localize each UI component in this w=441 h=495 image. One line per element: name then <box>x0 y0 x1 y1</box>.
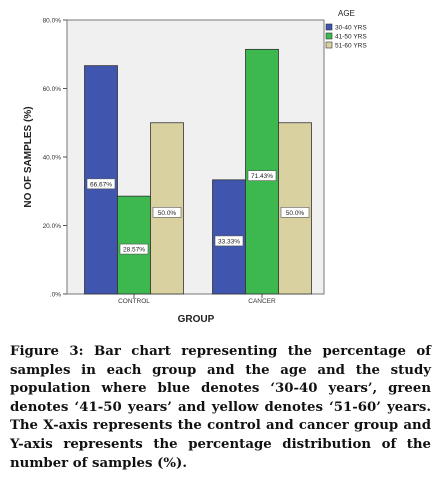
data-label: 66.67% <box>90 181 112 188</box>
data-label-box <box>119 243 149 255</box>
x-tick-label: CONTROL <box>118 298 150 305</box>
data-label: 28.57% <box>123 247 145 254</box>
data-label: 50.0% <box>158 210 177 217</box>
y-tick-label: 20.0% <box>43 223 62 230</box>
y-axis: .0% 20.0% 40.0% 60.0% 80.0% <box>43 18 67 299</box>
legend-swatch <box>325 32 333 40</box>
bars-group: 66.67% 28.57% 50.0% 33.33% 71.43% 50.0% <box>84 48 312 295</box>
data-label: 71.43% <box>251 173 273 180</box>
data-label-box <box>280 207 310 218</box>
x-axis: CONTROL CANCER <box>118 294 276 305</box>
y-tick-label: 40.0% <box>43 155 62 162</box>
data-label: 33.33% <box>218 238 240 245</box>
y-tick-label: .0% <box>50 292 61 299</box>
y-tick-label: 60.0% <box>43 86 62 93</box>
legend-label: 51-60 YRS <box>335 43 367 50</box>
y-axis-title: NO OF SAMPLES (%) <box>23 106 34 207</box>
legend-label: 30-40 YRS <box>335 25 367 32</box>
caption-label: Figure 3: <box>10 344 84 359</box>
x-tick-label: CANCER <box>248 298 276 305</box>
caption-text: Bar chart representing the percentage of… <box>10 344 431 471</box>
figure-caption: Figure 3: Bar chart representing the per… <box>10 343 431 473</box>
legend: AGE 30-40 YRS 41-50 YRS 51-60 YRS <box>325 9 367 50</box>
data-label-box <box>86 178 116 190</box>
bar-chart: 66.67% 28.57% 50.0% 33.33% 71.43% 50.0% .0% 20… <box>23 9 367 325</box>
y-tick-label: 80.0% <box>43 18 62 25</box>
x-axis-title: GROUP <box>178 314 215 325</box>
legend-label: 41-50 YRS <box>335 34 367 41</box>
data-label-box <box>214 235 244 247</box>
data-label-box <box>152 207 182 218</box>
legend-title: AGE <box>338 9 355 18</box>
legend-swatch <box>325 23 333 31</box>
data-label: 50.0% <box>286 210 305 217</box>
legend-swatch <box>325 41 333 49</box>
data-label-box <box>247 170 277 181</box>
